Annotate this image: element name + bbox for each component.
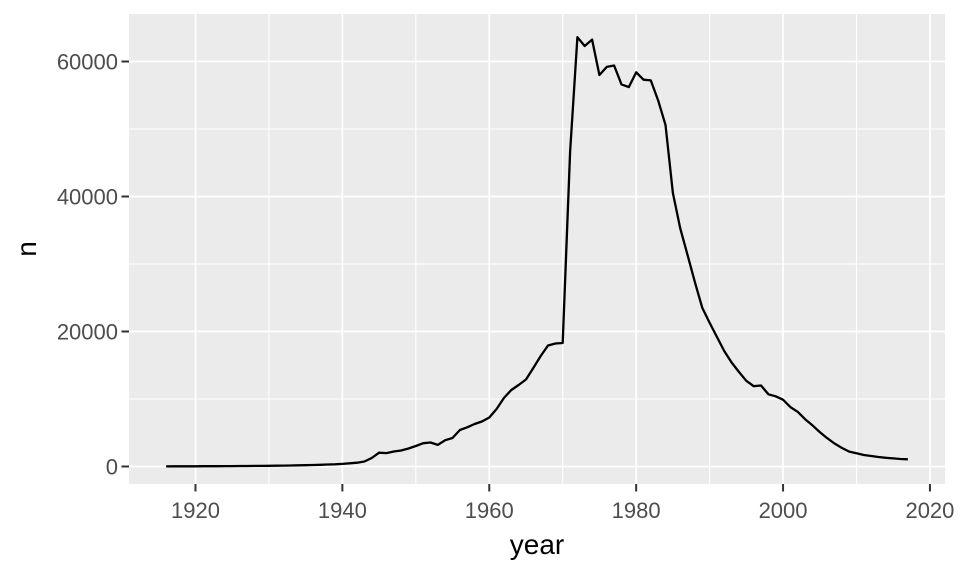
plot-panel: [129, 14, 945, 484]
x-axis-tick-label: 1940: [318, 498, 367, 523]
x-axis-tick-label: 1960: [465, 498, 514, 523]
y-axis-title: n: [11, 241, 42, 257]
y-axis-tick-label: 20000: [57, 319, 118, 344]
y-axis-tick-label: 60000: [57, 49, 118, 74]
x-axis-tick-label: 2020: [905, 498, 954, 523]
x-axis-tick-label: 1920: [171, 498, 220, 523]
data-line: [166, 36, 908, 468]
x-axis-tick-label: 1980: [612, 498, 661, 523]
y-axis-tick-label: 0: [106, 454, 118, 479]
y-axis-tick-label: 40000: [57, 184, 118, 209]
x-axis-tick-label: 2000: [759, 498, 808, 523]
x-axis-title: year: [509, 529, 565, 560]
